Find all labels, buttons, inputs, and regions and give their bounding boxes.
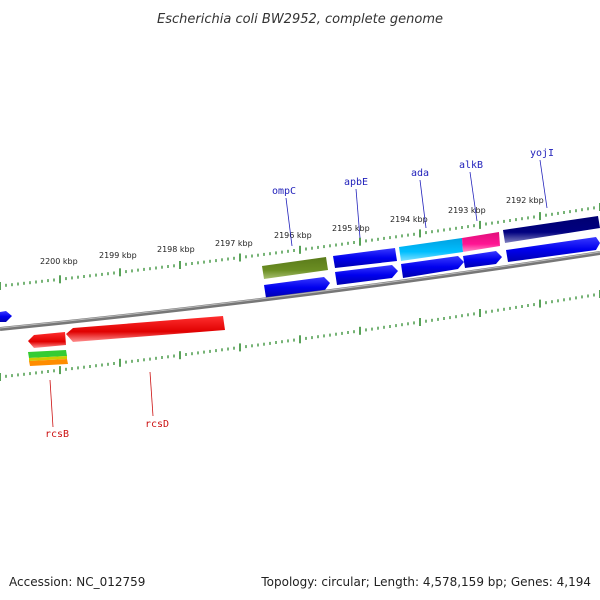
- gene-label-ompC: ompC: [272, 186, 296, 197]
- gene-label-yojI: yojI: [530, 148, 554, 159]
- scale-label: 2198 kbp: [157, 245, 195, 254]
- feature-yellow[interactable]: [29, 356, 67, 361]
- lower-scale-track: [0, 290, 600, 381]
- reverse-row: [28, 316, 225, 348]
- scale-label: 2196 kbp: [274, 231, 312, 240]
- cds-arrow-forward[interactable]: [264, 277, 330, 298]
- cds-arrow-forward[interactable]: [463, 251, 502, 268]
- cds-arrow-forward[interactable]: [506, 237, 600, 262]
- accession-text: Accession: NC_012759: [9, 575, 145, 589]
- gene-label-ada: ada: [411, 168, 429, 179]
- scale-labels: 2200 kbp 2199 kbp 2198 kbp 2197 kbp 2196…: [40, 196, 544, 266]
- cds-arrow-forward[interactable]: [0, 311, 12, 322]
- cds-arrow-forward[interactable]: [335, 265, 398, 285]
- gene-label-rcsD: rcsD: [145, 419, 169, 430]
- scale-label: 2195 kbp: [332, 224, 370, 233]
- gene-alkB[interactable]: [462, 232, 500, 252]
- scale-label: 2193 kbp: [448, 206, 486, 215]
- leader-line: [355, 188, 361, 239]
- forward-row-2: [0, 237, 600, 322]
- gene-yojI[interactable]: [503, 216, 600, 243]
- map-title: Escherichia coli BW2952, complete genome: [157, 12, 443, 27]
- forward-row-1: [262, 216, 600, 279]
- leader-line: [285, 197, 293, 247]
- leader-line: [539, 159, 548, 209]
- genome-backbone-highlight: [0, 251, 600, 329]
- gene-ada[interactable]: [399, 238, 463, 261]
- leader-line: [149, 371, 154, 417]
- gene-label-alkB: alkB: [459, 160, 483, 171]
- leader-line: [49, 379, 54, 428]
- top-gene-labels: ompC apbE ada alkB yojI: [272, 148, 554, 247]
- gene-apbE[interactable]: [333, 248, 397, 268]
- upper-scale-track: [0, 203, 600, 290]
- gene-rcsB[interactable]: [28, 332, 66, 348]
- gene-label-rcsB: rcsB: [45, 429, 69, 440]
- leader-line: [469, 171, 478, 222]
- feature-green[interactable]: [28, 350, 67, 358]
- scale-label: 2199 kbp: [99, 251, 137, 260]
- cds-arrow-forward[interactable]: [401, 256, 464, 278]
- gene-ompC[interactable]: [262, 257, 328, 279]
- leader-line: [419, 179, 427, 229]
- bottom-gene-labels: rcsB rcsD: [45, 371, 169, 440]
- scale-label: 2194 kbp: [390, 215, 428, 224]
- genome-backbone: [0, 251, 600, 331]
- rna-feature-stack: [28, 350, 68, 366]
- gene-rcsD[interactable]: [66, 316, 225, 342]
- gene-label-apbE: apbE: [344, 177, 368, 188]
- topology-text: Topology: circular; Length: 4,578,159 bp…: [260, 575, 591, 589]
- scale-label: 2197 kbp: [215, 239, 253, 248]
- scale-label: 2192 kbp: [506, 196, 544, 205]
- feature-orange[interactable]: [29, 359, 68, 366]
- scale-label: 2200 kbp: [40, 257, 78, 266]
